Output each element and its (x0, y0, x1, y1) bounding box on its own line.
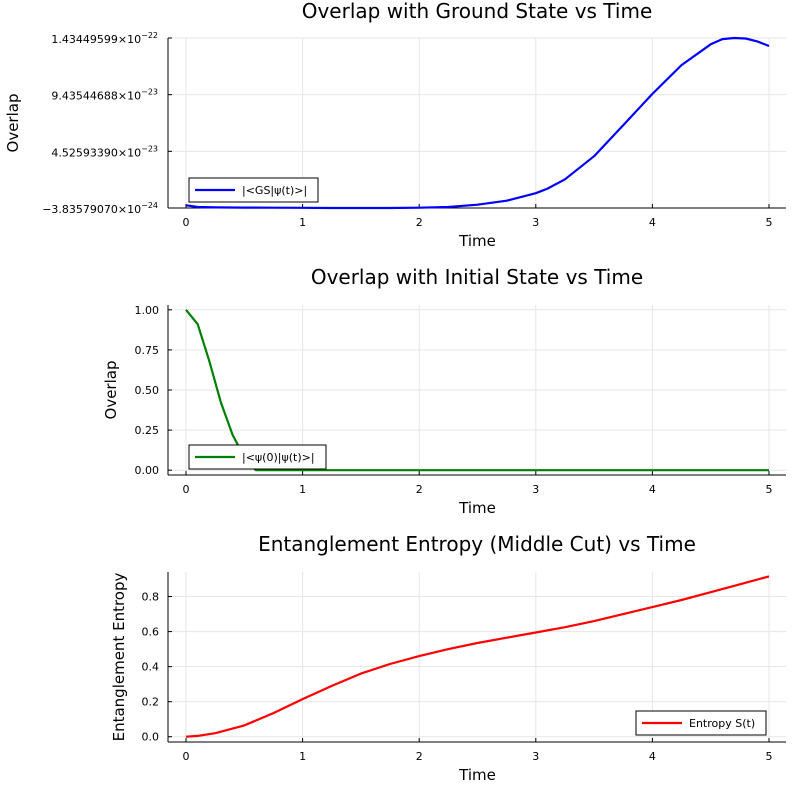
legend: |<ψ(0)|ψ(t)>| (188, 444, 327, 470)
legend-label: |<ψ(0)|ψ(t)>| (242, 451, 315, 464)
x-tick-label: 2 (416, 750, 423, 763)
chart-title: Entanglement Entropy (Middle Cut) vs Tim… (258, 532, 696, 556)
chart-title: Overlap with Initial State vs Time (311, 265, 643, 289)
x-tick-label: 0 (183, 750, 190, 763)
x-tick-label: 3 (532, 216, 539, 229)
y-tick-label: 0.8 (142, 591, 160, 604)
chart-2: 0 1 2 3 4 5 0.00 0.25 0.50 0.75 1.00 Overlap with I… (102, 265, 786, 517)
series-line (185, 36, 770, 210)
x-tick-label: 3 (532, 750, 539, 763)
x-tick-label: 4 (649, 750, 656, 763)
y-tick-label: 0.00 (135, 464, 160, 477)
x-tick-label: 3 (532, 483, 539, 496)
y-tick-label: −3.83579070×10−24 (42, 201, 158, 216)
legend: |<GS|ψ(t)>| (188, 177, 319, 203)
y-axis-label: Overlap (4, 94, 22, 153)
x-axis-label: Time (458, 499, 496, 517)
y-tick-label: 0.2 (142, 696, 160, 709)
y-axis-label: Overlap (102, 361, 120, 420)
x-axis-label: Time (458, 232, 496, 250)
y-tick-label: 1.43449599×10−22 (51, 31, 158, 46)
y-tick-label: 4.52593390×10−23 (51, 144, 158, 159)
series-line (185, 575, 770, 738)
x-tick-label: 4 (649, 483, 656, 496)
x-tick-label: 0 (183, 483, 190, 496)
y-tick-label: 9.43544688×10−23 (51, 88, 158, 103)
legend-label: |<GS|ψ(t)>| (242, 184, 307, 197)
legend: Entropy S(t) (635, 710, 767, 736)
x-tick-label: 1 (299, 750, 306, 763)
x-tick-label: 5 (766, 483, 773, 496)
y-axis-label: Entanglement Entropy (110, 573, 128, 742)
x-tick-label: 0 (183, 216, 190, 229)
legend-label: Entropy S(t) (689, 717, 755, 730)
x-tick-label: 1 (299, 483, 306, 496)
y-tick-label: 0.6 (142, 626, 160, 639)
y-tick-label: 0.0 (142, 731, 160, 744)
x-tick-label: 5 (766, 750, 773, 763)
x-axis-label: Time (458, 766, 496, 784)
y-tick-label: 0.25 (135, 424, 160, 437)
x-tick-label: 4 (649, 216, 656, 229)
chart-title: Overlap with Ground State vs Time (302, 0, 653, 23)
chart-3: 0 1 2 3 4 5 0.0 0.2 0.4 0.6 0.8 Entanglement Entrop… (110, 532, 786, 784)
y-tick-label: 0.4 (142, 661, 160, 674)
x-tick-label: 1 (299, 216, 306, 229)
y-tick-label: 0.75 (135, 344, 160, 357)
x-tick-label: 2 (416, 216, 423, 229)
x-tick-label: 2 (416, 483, 423, 496)
x-tick-label: 5 (766, 216, 773, 229)
chart-1: 0 1 2 3 4 5 −3.83579070×10−24 4.52593390×10−23 9… (4, 0, 786, 250)
y-tick-label: 1.00 (135, 304, 160, 317)
y-tick-label: 0.50 (135, 384, 160, 397)
